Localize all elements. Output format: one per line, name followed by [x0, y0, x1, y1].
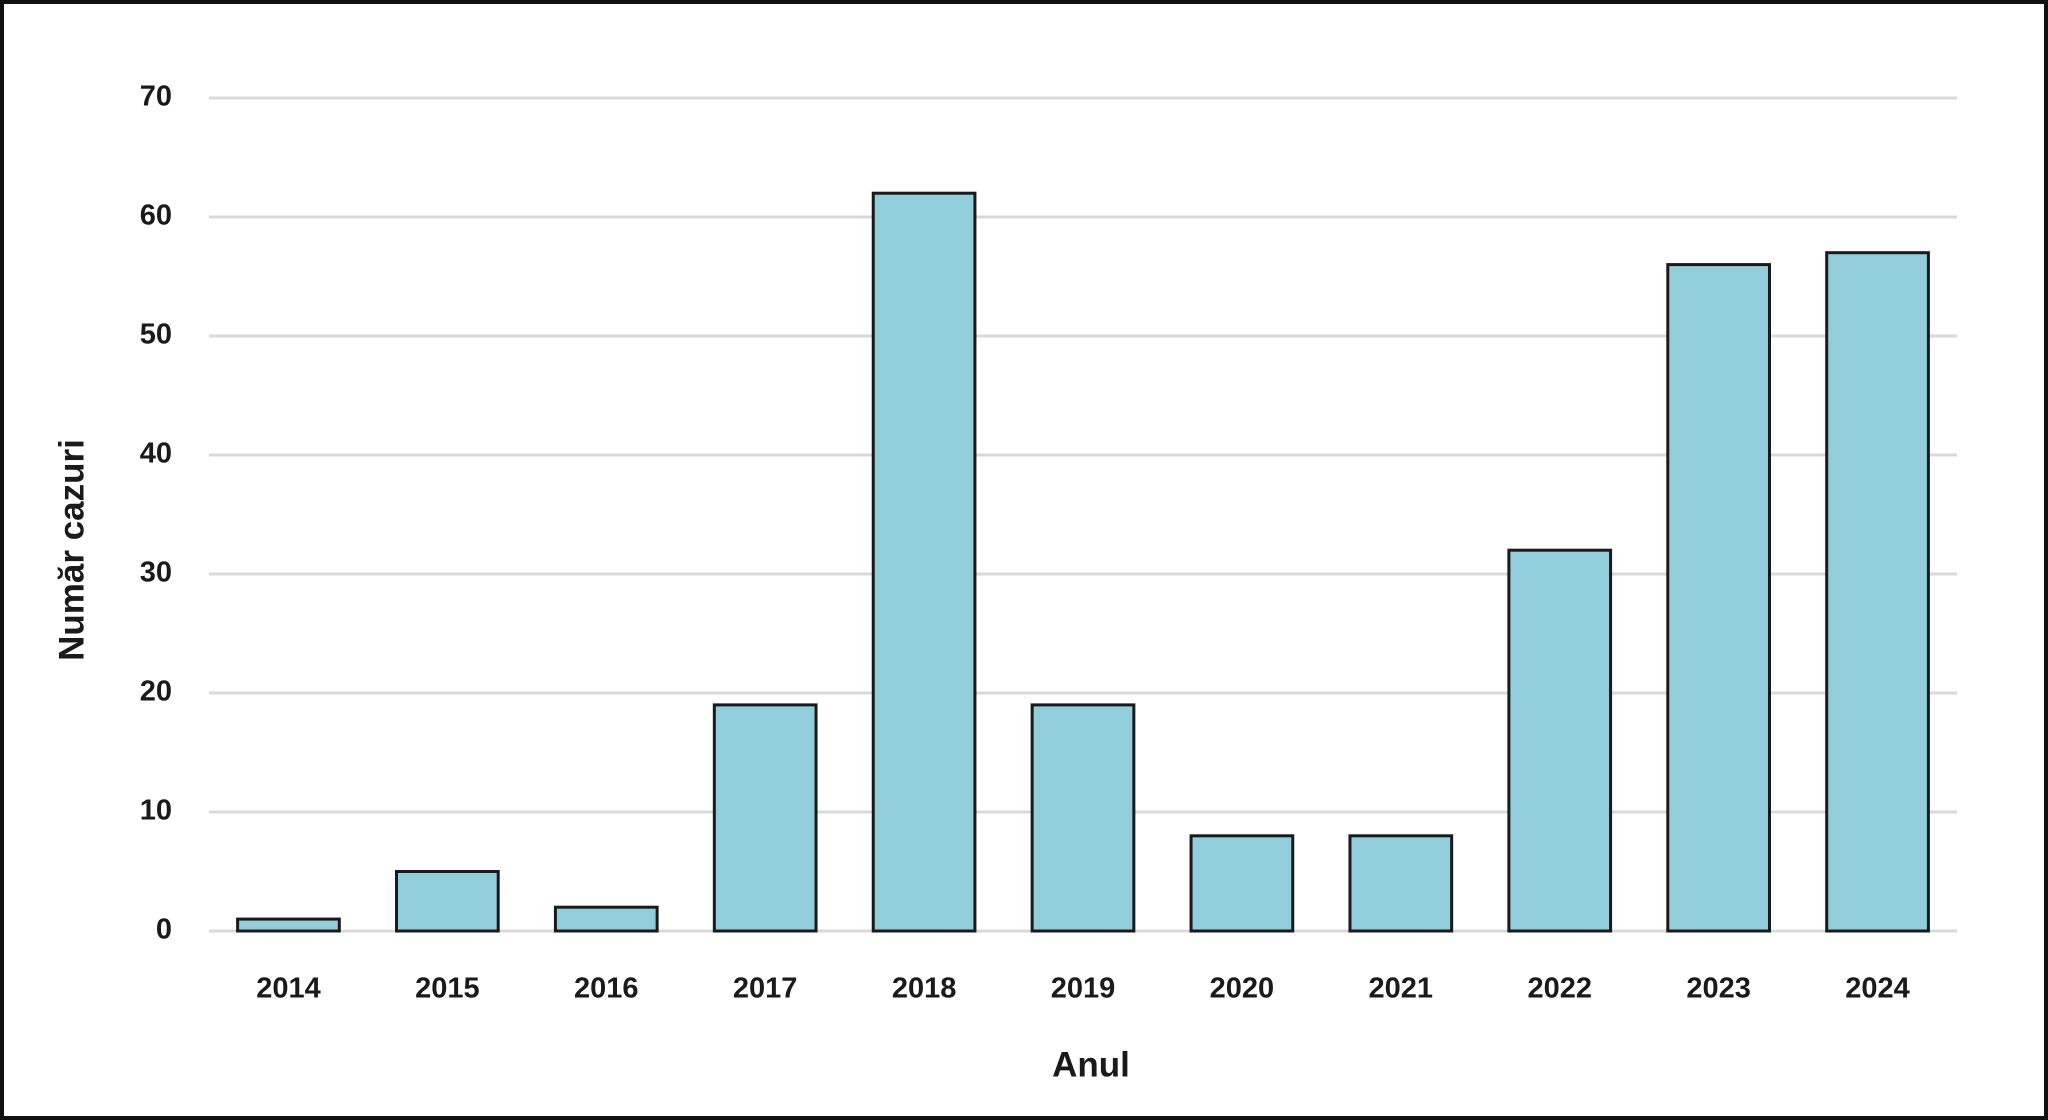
bar — [1825, 251, 1930, 933]
x-tick-label: 2018 — [892, 973, 957, 1005]
y-tick-label: 40 — [140, 438, 172, 470]
x-tick-label: 2016 — [574, 973, 639, 1005]
x-tick-label: 2015 — [415, 973, 480, 1005]
x-tick-label: 2017 — [733, 973, 798, 1005]
y-tick-label: 20 — [140, 676, 172, 708]
bar — [395, 870, 500, 933]
bar — [1666, 263, 1771, 933]
bar — [871, 191, 977, 933]
bar — [712, 703, 818, 933]
bar — [1189, 834, 1295, 933]
x-tick-label: 2023 — [1686, 973, 1751, 1005]
y-tick-label: 10 — [140, 795, 172, 827]
y-tick-label: 0 — [156, 914, 172, 946]
bar — [1348, 834, 1454, 933]
x-tick-label: 2020 — [1210, 973, 1275, 1005]
x-tick-label: 2024 — [1845, 973, 1910, 1005]
y-tick-label: 70 — [140, 81, 172, 113]
y-tick-label: 50 — [140, 319, 172, 351]
x-tick-label: 2021 — [1369, 973, 1434, 1005]
x-tick-label: 2019 — [1051, 973, 1116, 1005]
bar — [553, 905, 659, 933]
bar — [1507, 548, 1613, 933]
y-axis-title: Număr cazuri — [52, 439, 91, 661]
bar — [1030, 703, 1136, 933]
y-tick-label: 30 — [140, 557, 172, 589]
y-tick-label: 60 — [140, 200, 172, 232]
x-tick-label: 2022 — [1527, 973, 1592, 1005]
x-axis-title: Anul — [1052, 1045, 1130, 1084]
x-tick-label: 2014 — [256, 973, 321, 1005]
bar — [236, 917, 341, 933]
